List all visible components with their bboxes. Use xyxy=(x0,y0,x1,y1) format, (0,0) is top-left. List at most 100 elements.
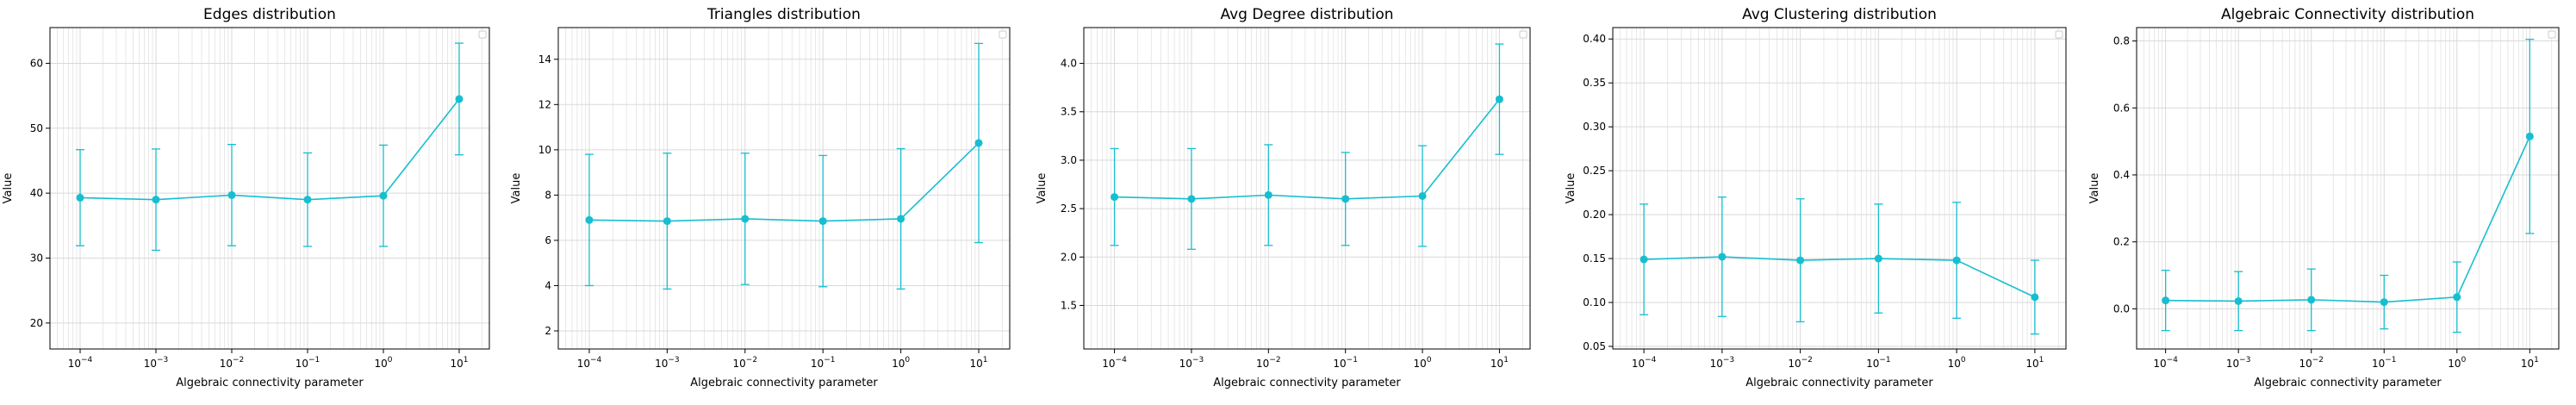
x-tick-exponent: 0 xyxy=(1427,356,1432,364)
x-tick-base: 10 xyxy=(2521,358,2534,370)
x-tick-exponent: 1 xyxy=(1503,356,1509,364)
grid xyxy=(1084,28,1530,349)
y-tick-label: 4.0 xyxy=(1061,58,1077,70)
y-tick-label: 3.0 xyxy=(1061,154,1077,166)
x-tick-exponent: 0 xyxy=(388,356,393,364)
x-tick-base: 10 xyxy=(1102,358,1115,370)
x-tick-exponent: 0 xyxy=(2461,356,2467,364)
data-point xyxy=(2453,293,2461,302)
x-tick-label: 10−1 xyxy=(811,356,836,370)
data-point xyxy=(2307,296,2316,304)
data-point xyxy=(1952,256,1961,265)
x-tick-label: 10−1 xyxy=(2372,356,2397,370)
y-tick-label: 0.35 xyxy=(1583,77,1606,89)
y-tick-label: 1.5 xyxy=(1061,299,1077,311)
chart-title: Edges distribution xyxy=(203,6,336,23)
x-tick-base: 10 xyxy=(577,358,590,370)
x-tick-exponent: −1 xyxy=(1347,356,1358,364)
x-tick-label: 101 xyxy=(970,356,988,370)
x-tick-label: 100 xyxy=(1948,356,1966,370)
x-tick-exponent: −1 xyxy=(1879,356,1890,364)
x-tick-base: 10 xyxy=(2448,358,2461,370)
x-tick-exponent: −4 xyxy=(2167,356,2179,364)
data-point xyxy=(1187,195,1196,203)
plot-frame xyxy=(1612,27,2067,350)
data-point xyxy=(974,139,983,147)
y-tick-label: 0.4 xyxy=(2113,169,2130,181)
x-tick-label: 10−3 xyxy=(655,356,680,370)
x-tick-exponent: −1 xyxy=(308,356,320,364)
x-tick-label: 101 xyxy=(450,356,468,370)
legend-box xyxy=(999,30,1007,39)
x-tick-exponent: −1 xyxy=(824,356,835,364)
data-point xyxy=(2380,298,2388,307)
x-tick-base: 10 xyxy=(220,358,233,370)
y-tick-label: 0.40 xyxy=(1583,33,1606,45)
plot-frame xyxy=(2136,27,2560,350)
x-tick-exponent: −2 xyxy=(2312,356,2324,364)
data-point xyxy=(663,217,671,226)
x-tick-base: 10 xyxy=(892,358,905,370)
x-tick-label: 10−2 xyxy=(733,356,758,370)
data-point xyxy=(1341,195,1350,203)
x-tick-label: 10−3 xyxy=(1179,356,1204,370)
chart-title: Triangles distribution xyxy=(706,6,861,23)
series-line xyxy=(2165,135,2531,303)
data-point xyxy=(152,196,160,204)
x-tick-exponent: −3 xyxy=(668,356,679,364)
x-axis-label: Algebraic connectivity parameter xyxy=(1213,377,1401,389)
x-axis-label: Algebraic connectivity parameter xyxy=(2254,377,2442,389)
legend-box xyxy=(478,30,487,39)
x-tick-exponent: 0 xyxy=(1961,356,1966,364)
series-line xyxy=(1114,98,1501,200)
data-point xyxy=(1264,190,1272,199)
y-tick-label: 60 xyxy=(30,57,43,69)
x-tick-base: 10 xyxy=(1788,358,1801,370)
x-axis-label: Algebraic connectivity parameter xyxy=(1745,377,1933,389)
y-axis-label: Value xyxy=(2,173,15,204)
x-tick-exponent: −1 xyxy=(2385,356,2396,364)
data-point xyxy=(379,191,388,200)
x-tick-exponent: 0 xyxy=(905,356,910,364)
data-point xyxy=(1111,193,1119,202)
y-tick-label: 2 xyxy=(544,325,551,337)
series-line xyxy=(588,142,980,222)
y-tick-label: 2.5 xyxy=(1061,202,1077,215)
legend-box xyxy=(2548,30,2556,39)
data-point xyxy=(897,215,905,223)
x-tick-exponent: −4 xyxy=(1645,356,1657,364)
y-tick-label: 8 xyxy=(544,189,551,201)
x-tick-label: 10−3 xyxy=(2226,356,2251,370)
data-point xyxy=(2525,132,2534,140)
data-point xyxy=(585,215,594,224)
y-axis-label: Value xyxy=(1036,173,1048,204)
x-tick-exponent: 1 xyxy=(983,356,988,364)
x-tick-label: 100 xyxy=(1414,356,1432,370)
y-tick-label: 0.25 xyxy=(1583,165,1606,177)
x-tick-label: 10−2 xyxy=(2299,356,2324,370)
y-tick-label: 4 xyxy=(544,279,551,291)
x-tick-exponent: −3 xyxy=(1192,356,1204,364)
x-tick-exponent: −3 xyxy=(1723,356,1734,364)
chart-title: Algebraic Connectivity distribution xyxy=(2221,6,2474,23)
x-tick-base: 10 xyxy=(1414,358,1427,370)
x-tick-label: 10−2 xyxy=(1788,356,1813,370)
x-tick-base: 10 xyxy=(1179,358,1192,370)
y-tick-label: 0.10 xyxy=(1583,296,1606,308)
grid xyxy=(558,28,1010,349)
x-tick-exponent: 1 xyxy=(464,356,469,364)
chart-title: Avg Clustering distribution xyxy=(1742,6,1937,23)
x-tick-exponent: −2 xyxy=(1801,356,1813,364)
x-tick-label: 10−4 xyxy=(1102,356,1127,370)
x-tick-label: 10−1 xyxy=(296,356,320,370)
x-tick-base: 10 xyxy=(811,358,824,370)
y-tick-label: 0.2 xyxy=(2113,236,2130,248)
chart-panel-2: 10−4 10−3 10−2 10−1 100 1012468101214Triangle… xyxy=(510,6,1011,389)
data-point xyxy=(76,193,84,202)
x-tick-base: 10 xyxy=(2153,358,2166,370)
y-tick-label: 0.30 xyxy=(1583,121,1606,133)
x-tick-label: 100 xyxy=(892,356,910,370)
x-tick-exponent: −2 xyxy=(1269,356,1280,364)
